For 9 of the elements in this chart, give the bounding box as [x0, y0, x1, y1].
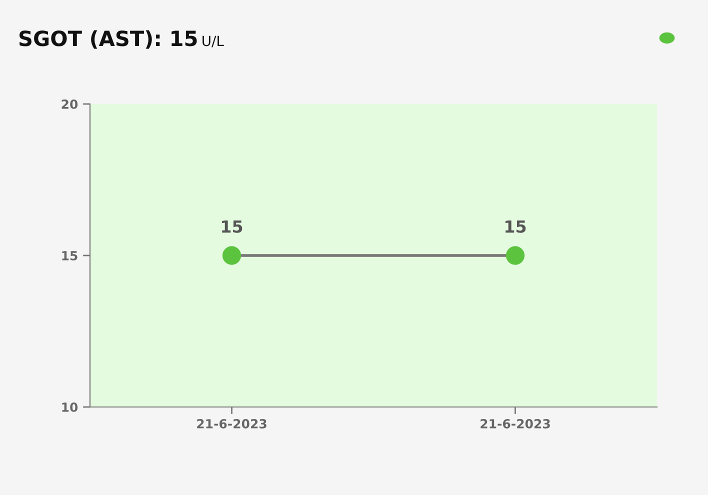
chart-subtitle: U/L: [202, 36, 224, 48]
x-tick-label: 21-6-2023: [197, 419, 266, 428]
y-tick-label: 10: [62, 402, 78, 412]
x-tick-label: 21-6-2023: [480, 419, 550, 428]
chart-title: SGOT (AST): 15: [19, 30, 197, 49]
data-label: 15: [506, 220, 526, 233]
data-label: 15: [222, 220, 242, 233]
y-tick-label: 20: [62, 99, 78, 109]
y-tick-label: 15: [62, 251, 78, 260]
